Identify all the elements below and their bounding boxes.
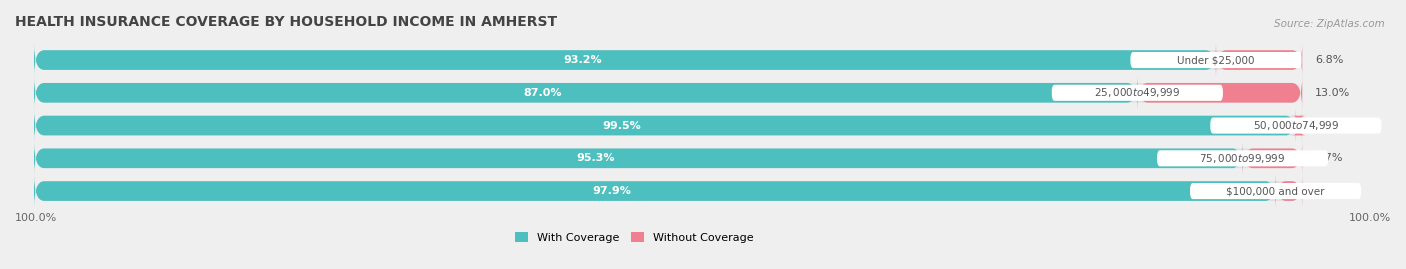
FancyBboxPatch shape	[1130, 52, 1302, 68]
Text: $25,000 to $49,999: $25,000 to $49,999	[1094, 86, 1181, 99]
Text: Under $25,000: Under $25,000	[1177, 55, 1254, 65]
FancyBboxPatch shape	[1137, 76, 1302, 109]
FancyBboxPatch shape	[34, 109, 1302, 142]
Legend: With Coverage, Without Coverage: With Coverage, Without Coverage	[510, 228, 758, 247]
Text: 93.2%: 93.2%	[562, 55, 602, 65]
FancyBboxPatch shape	[1292, 109, 1306, 142]
FancyBboxPatch shape	[1189, 183, 1361, 199]
FancyBboxPatch shape	[34, 76, 1137, 109]
Text: 100.0%: 100.0%	[15, 213, 58, 223]
Text: Source: ZipAtlas.com: Source: ZipAtlas.com	[1274, 19, 1385, 29]
FancyBboxPatch shape	[34, 175, 1302, 207]
FancyBboxPatch shape	[34, 44, 1216, 76]
Text: 97.9%: 97.9%	[592, 186, 631, 196]
FancyBboxPatch shape	[1243, 142, 1302, 175]
Text: 2.1%: 2.1%	[1315, 186, 1343, 196]
Text: 100.0%: 100.0%	[1348, 213, 1391, 223]
Text: 13.0%: 13.0%	[1315, 88, 1350, 98]
Text: 0.48%: 0.48%	[1315, 121, 1350, 130]
FancyBboxPatch shape	[1275, 175, 1302, 207]
FancyBboxPatch shape	[34, 109, 1296, 142]
FancyBboxPatch shape	[34, 44, 1302, 76]
FancyBboxPatch shape	[1216, 44, 1302, 76]
Text: $75,000 to $99,999: $75,000 to $99,999	[1199, 152, 1285, 165]
FancyBboxPatch shape	[34, 76, 1302, 109]
Text: 99.5%: 99.5%	[603, 121, 641, 130]
Text: HEALTH INSURANCE COVERAGE BY HOUSEHOLD INCOME IN AMHERST: HEALTH INSURANCE COVERAGE BY HOUSEHOLD I…	[15, 15, 557, 29]
Text: 6.8%: 6.8%	[1315, 55, 1343, 65]
FancyBboxPatch shape	[1211, 118, 1382, 134]
Text: $50,000 to $74,999: $50,000 to $74,999	[1253, 119, 1339, 132]
Text: $100,000 and over: $100,000 and over	[1226, 186, 1324, 196]
FancyBboxPatch shape	[34, 142, 1243, 175]
FancyBboxPatch shape	[34, 175, 1275, 207]
Text: 95.3%: 95.3%	[576, 153, 614, 163]
Text: 87.0%: 87.0%	[523, 88, 562, 98]
FancyBboxPatch shape	[1052, 85, 1223, 101]
Text: 4.7%: 4.7%	[1315, 153, 1343, 163]
FancyBboxPatch shape	[34, 142, 1302, 175]
FancyBboxPatch shape	[1157, 150, 1329, 166]
